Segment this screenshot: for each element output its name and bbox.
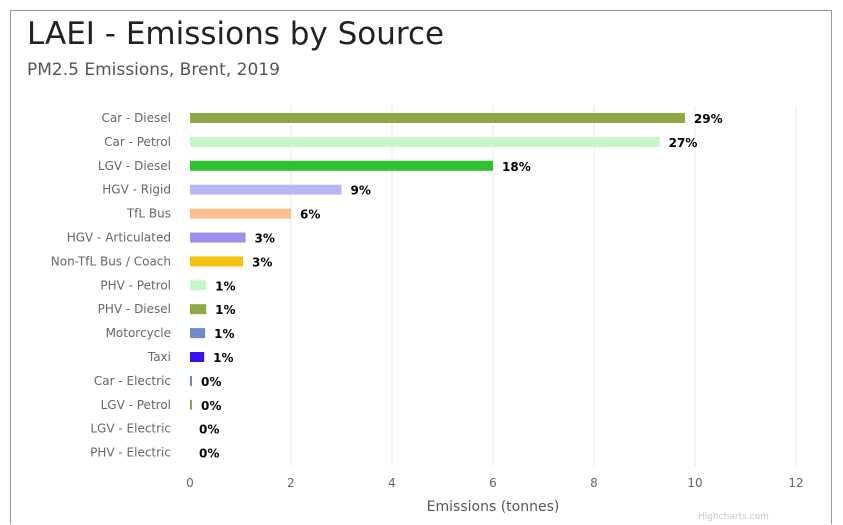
category-label: PHV - Electric: [90, 446, 171, 460]
bar: [190, 399, 193, 410]
x-axis-title: Emissions (tonnes): [427, 499, 560, 515]
category-label: LGV - Electric: [90, 422, 171, 436]
bar: [190, 232, 246, 243]
x-tick-label: 12: [788, 476, 803, 490]
x-tick-label: 0: [186, 476, 194, 490]
category-label: Car - Petrol: [104, 135, 171, 149]
data-label: 0%: [199, 423, 219, 437]
x-tick-label: 8: [590, 476, 598, 490]
bar: [190, 184, 342, 195]
bar: [190, 328, 206, 339]
x-tick-label: 4: [388, 476, 396, 490]
category-label: TfL Bus: [126, 207, 171, 221]
bar: [190, 208, 291, 219]
category-label: LGV - Diesel: [98, 159, 171, 173]
bar: [190, 375, 193, 386]
category-label: Car - Electric: [94, 374, 171, 388]
category-label: Taxi: [147, 350, 171, 364]
data-label: 29%: [694, 112, 723, 126]
bar: [190, 136, 660, 147]
x-tick-label: 10: [687, 476, 702, 490]
data-label: 18%: [502, 160, 531, 174]
category-label: HGV - Articulated: [67, 231, 171, 245]
bar: [190, 256, 244, 267]
category-label: HGV - Rigid: [102, 183, 171, 197]
data-label: 9%: [351, 184, 371, 198]
category-label: LGV - Petrol: [101, 398, 171, 412]
bar: [190, 113, 685, 123]
chart-credit[interactable]: Highcharts.com: [698, 512, 769, 522]
category-label: PHV - Diesel: [98, 302, 171, 316]
chart-subtitle: PM2.5 Emissions, Brent, 2019: [27, 60, 280, 80]
category-label: Car - Diesel: [101, 111, 171, 125]
data-label: 0%: [201, 399, 221, 413]
bar: [190, 280, 207, 291]
data-label: 0%: [199, 447, 219, 461]
data-label: 1%: [215, 279, 235, 293]
data-label: 3%: [255, 232, 275, 246]
data-label: 27%: [669, 136, 698, 150]
data-label: 0%: [201, 375, 221, 389]
x-tick-label: 6: [489, 476, 497, 490]
data-label: 3%: [252, 255, 272, 269]
data-label: 1%: [215, 303, 235, 317]
data-label: 1%: [213, 351, 233, 365]
bar: [190, 160, 493, 171]
bar: [190, 352, 205, 362]
category-label: Non-TfL Bus / Coach: [51, 254, 171, 268]
data-label: 1%: [214, 327, 234, 341]
chart-title: LAEI - Emissions by Source: [27, 16, 445, 52]
category-label: Motorcycle: [106, 326, 171, 340]
category-label: PHV - Petrol: [100, 278, 171, 292]
bar: [190, 304, 207, 315]
x-tick-label: 2: [287, 476, 295, 490]
data-label: 6%: [300, 208, 320, 222]
